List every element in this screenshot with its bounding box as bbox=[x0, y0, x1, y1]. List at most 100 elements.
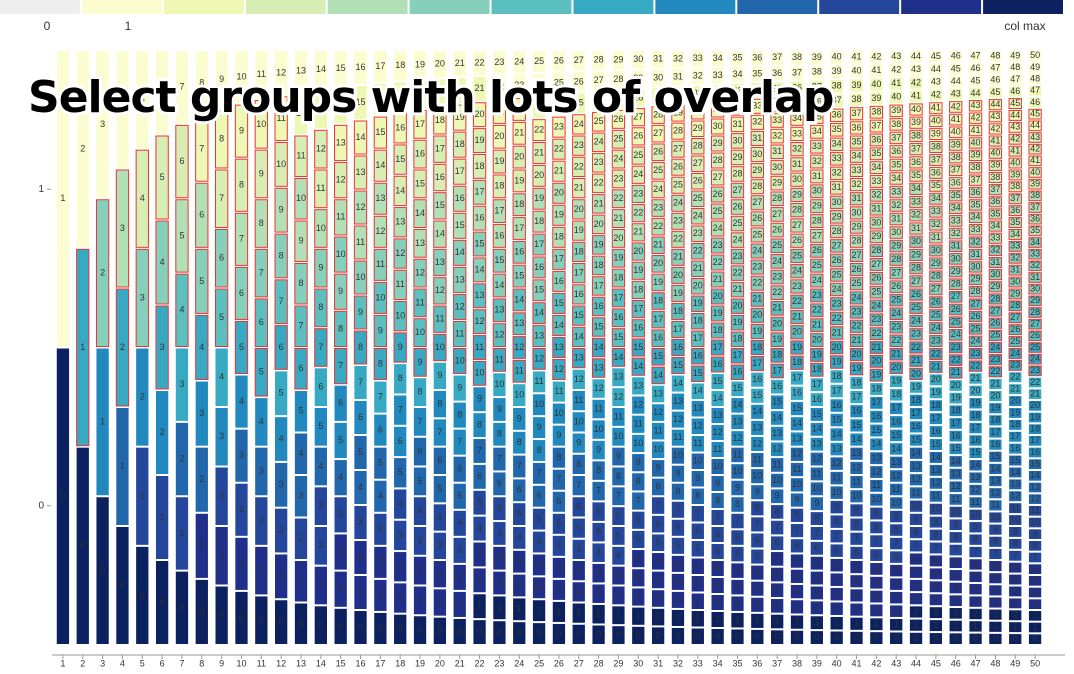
group-label: 10 bbox=[514, 389, 524, 399]
group-label: 6 bbox=[1013, 562, 1018, 572]
group-cell bbox=[413, 408, 427, 436]
group-cell bbox=[572, 476, 585, 496]
group-cell bbox=[592, 584, 605, 603]
group-label: 28 bbox=[971, 286, 981, 296]
group-label: 1 bbox=[80, 342, 85, 352]
group-cell bbox=[592, 604, 605, 624]
group-label: 5 bbox=[437, 484, 442, 494]
group-label: 27 bbox=[574, 55, 584, 65]
group-cell bbox=[354, 541, 367, 574]
x-tick-label: 21 bbox=[455, 658, 465, 668]
group-label: 8 bbox=[636, 476, 641, 486]
group-cell bbox=[572, 199, 586, 220]
group-label: 11 bbox=[356, 237, 365, 247]
group-label: 11 bbox=[515, 366, 524, 376]
group-cell bbox=[731, 513, 744, 529]
group-cell bbox=[552, 73, 566, 94]
group-label: 24 bbox=[911, 315, 921, 325]
group-label: 16 bbox=[871, 411, 881, 421]
group-label: 26 bbox=[812, 245, 822, 255]
group-cell bbox=[512, 336, 526, 359]
group-cell bbox=[691, 523, 704, 539]
group-cell bbox=[651, 497, 665, 514]
group-cell bbox=[215, 348, 228, 406]
group-cell bbox=[394, 489, 407, 519]
group-label: 20 bbox=[574, 204, 584, 214]
group-cell bbox=[512, 359, 526, 383]
group-label: 17 bbox=[554, 254, 564, 264]
group-label: 21 bbox=[1010, 384, 1020, 394]
group-label: 41 bbox=[871, 65, 881, 75]
group-cell bbox=[671, 483, 685, 500]
group-label: 33 bbox=[792, 128, 802, 138]
group-cell bbox=[314, 606, 327, 644]
group-cell bbox=[334, 162, 348, 199]
group-label: 10 bbox=[673, 450, 683, 460]
group-cell bbox=[631, 357, 645, 376]
group-label: 35 bbox=[951, 190, 961, 200]
group-label: 28 bbox=[613, 74, 623, 84]
group-label: 2 bbox=[715, 597, 720, 607]
group-label: 6 bbox=[834, 545, 839, 555]
group-cell bbox=[95, 199, 110, 347]
group-cell bbox=[612, 70, 625, 89]
group-label: 27 bbox=[772, 209, 782, 219]
group-cell bbox=[552, 557, 566, 578]
group-cell bbox=[433, 51, 447, 78]
group-label: 2 bbox=[933, 607, 938, 617]
group-label: 6 bbox=[338, 398, 343, 408]
group-label: 35 bbox=[732, 53, 742, 63]
group-label: 13 bbox=[891, 457, 901, 467]
group-label: 26 bbox=[653, 147, 663, 157]
group-label: 33 bbox=[812, 141, 822, 151]
group-label: 13 bbox=[1010, 479, 1020, 489]
x-tick-label: 22 bbox=[475, 658, 485, 668]
group-label: 12 bbox=[375, 226, 385, 236]
group-cell bbox=[612, 51, 625, 69]
group-label: 16 bbox=[971, 435, 981, 445]
group-label: 26 bbox=[951, 304, 961, 314]
group-label: 20 bbox=[832, 342, 842, 352]
group-label: 7 bbox=[755, 519, 760, 529]
group-label: 0 bbox=[60, 491, 65, 501]
group-label: 6 bbox=[457, 464, 462, 474]
group-label: 25 bbox=[971, 323, 981, 333]
group-label: 18 bbox=[792, 357, 802, 367]
group-label: 14 bbox=[415, 208, 425, 218]
group-cell bbox=[513, 384, 526, 406]
group-label: 0 bbox=[735, 631, 740, 641]
group-cell bbox=[691, 436, 704, 452]
group-label: 10 bbox=[891, 497, 901, 507]
group-label: 5 bbox=[894, 565, 899, 575]
legend-swatch bbox=[491, 0, 572, 14]
group-label: 8 bbox=[1033, 540, 1038, 550]
group-cell bbox=[632, 70, 645, 88]
group-label: 29 bbox=[871, 231, 881, 241]
group-label: 16 bbox=[594, 301, 604, 311]
group-cell bbox=[314, 169, 328, 209]
group-label: 3 bbox=[259, 466, 264, 476]
group-cell bbox=[56, 348, 70, 644]
group-label: 13 bbox=[395, 217, 405, 227]
group-label: 39 bbox=[1030, 179, 1040, 189]
group-cell bbox=[453, 239, 467, 266]
group-label: 9 bbox=[537, 422, 542, 432]
group-label: 31 bbox=[911, 223, 921, 233]
group-cell bbox=[255, 596, 268, 644]
group-label: 2 bbox=[953, 608, 958, 618]
group-label: 31 bbox=[931, 232, 941, 242]
group-cell bbox=[731, 612, 744, 628]
group-cell bbox=[492, 174, 507, 199]
group-cell bbox=[651, 478, 665, 496]
group-label: 32 bbox=[693, 71, 703, 81]
group-label: 3 bbox=[298, 491, 303, 501]
group-label: 31 bbox=[852, 193, 862, 203]
group-label: 13 bbox=[296, 66, 306, 76]
group-label: 24 bbox=[613, 153, 623, 163]
group-label: 11 bbox=[832, 472, 841, 482]
group-label: 15 bbox=[1010, 455, 1020, 465]
group-cell bbox=[433, 135, 447, 163]
group-cell bbox=[532, 256, 546, 279]
group-cell bbox=[135, 248, 149, 347]
group-cell bbox=[373, 348, 388, 381]
